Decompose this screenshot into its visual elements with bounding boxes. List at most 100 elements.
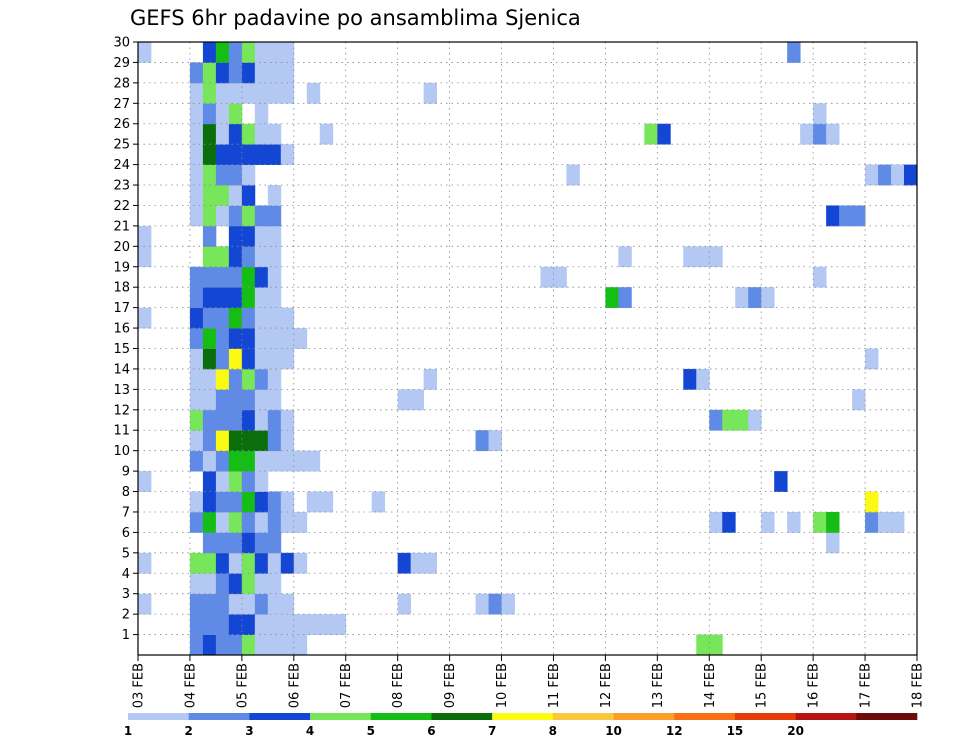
heatmap-cell-m19-s32: [553, 266, 567, 288]
heatmap-cell-m2-s6: [215, 614, 230, 635]
heatmap-cell-m5-s6: [215, 552, 230, 574]
heatmap-cell-m14-s22: [423, 368, 438, 390]
heatmap-cell-m18-s48: [761, 287, 775, 309]
heatmap-cell-m1-s43: [696, 634, 710, 656]
heatmap-cell-m24-s56: [865, 164, 879, 186]
heatmap-cell-m21-s9: [254, 225, 269, 247]
y-tick-label: 29: [113, 56, 130, 71]
heatmap-cell-m25-s11: [280, 144, 295, 165]
heatmap-cell-m6-s9: [254, 532, 269, 554]
y-tick-label: 24: [113, 158, 130, 173]
heatmap-cell-m14-s43: [696, 368, 710, 390]
heatmap-cell-m14-s7: [228, 368, 243, 390]
heatmap-cell-m19-s6: [215, 266, 230, 288]
heatmap-cell-m1-s8: [241, 634, 256, 656]
heatmap-cell-m2-s9: [254, 614, 269, 635]
heatmap-cell-m18-s46: [735, 287, 749, 309]
heatmap-cell-m2-s8: [241, 614, 256, 635]
heatmap-cell-m28-s11: [280, 82, 295, 104]
heatmap-cell-m20-s44: [709, 246, 723, 268]
heatmap-cell-m2-s13: [306, 614, 321, 635]
heatmap-cell-m22-s10: [267, 205, 282, 227]
heatmap-cell-m2-s12: [293, 614, 308, 635]
heatmap-cell-m25-s6: [215, 144, 230, 165]
heatmap-cell-m8-s14: [319, 491, 334, 513]
heatmap-cell-m8-s5: [202, 491, 217, 513]
heatmap-cell-m13-s9: [254, 389, 269, 411]
heatmap-cell-m13-s7: [228, 389, 243, 411]
heatmap-cell-m8-s4: [189, 491, 204, 513]
heatmap-cell-m18-s7: [228, 287, 243, 309]
heatmap-cell-m17-s11: [280, 307, 295, 329]
heatmap-cell-m28-s6: [215, 82, 230, 104]
heatmap-cell-m3-s0: [138, 593, 152, 615]
heatmap-cell-m15-s56: [865, 348, 879, 370]
x-tick-label: 03 FEB: [132, 663, 147, 708]
heatmap-cell-m7-s4: [189, 511, 204, 533]
heatmap-cell-m16-s10: [267, 328, 282, 349]
heatmap-cell-m18-s6: [215, 287, 230, 309]
heatmap-cell-m30-s50: [787, 42, 801, 63]
heatmap-cell-m22-s6: [215, 205, 230, 227]
heatmap-cell-m3-s27: [488, 593, 502, 615]
heatmap-cell-m11-s5: [202, 430, 217, 452]
heatmap-cell-m20-s8: [241, 246, 256, 268]
heatmap-cell-m28-s7: [228, 82, 243, 104]
heatmap-cell-m11-s7: [228, 430, 243, 452]
heatmap-cell-m3-s11: [280, 593, 295, 615]
heatmap-cell-m17-s6: [215, 307, 230, 329]
heatmap-cell-m21-s10: [267, 225, 282, 247]
heatmap-cell-m20-s0: [138, 246, 152, 268]
heatmap-cell-m1-s5: [202, 634, 217, 656]
heatmap-cell-m29-s7: [228, 62, 243, 84]
heatmap-cell-m13-s6: [215, 389, 230, 411]
heatmap-cell-m1-s7: [228, 634, 243, 656]
grid-lines: [138, 42, 917, 655]
heatmap-cell-m18-s5: [202, 287, 217, 309]
heatmap-cell-m16-s5: [202, 328, 217, 349]
heatmap-cell-m23-s4: [189, 185, 204, 206]
x-tick-label: 06 FEB: [287, 663, 302, 708]
legend-swatch: [613, 713, 675, 720]
heatmap-cell-m24-s8: [241, 164, 256, 186]
heatmap-cell-m13-s8: [241, 389, 256, 411]
heatmap-cell-m2-s15: [332, 614, 347, 635]
heatmap-cell-m30-s9: [254, 42, 269, 63]
heatmap-cell-m11-s9: [254, 430, 269, 452]
heatmap-cell-m12-s8: [241, 409, 256, 431]
heatmap-cell-m24-s5: [202, 164, 217, 186]
heatmap-cell-m3-s8: [241, 593, 256, 615]
heatmap-cell-m15-s11: [280, 348, 295, 370]
heatmap-cell-m15-s9: [254, 348, 269, 370]
heatmap-cell-m30-s7: [228, 42, 243, 63]
legend-label: 4: [306, 724, 314, 738]
legend-label: 5: [367, 724, 375, 738]
heatmap-cell-m29-s9: [254, 62, 269, 84]
heatmap-cell-m4-s4: [189, 573, 204, 595]
heatmap-cell-m24-s59: [904, 164, 918, 186]
heatmap-cell-m20-s10: [267, 246, 282, 268]
heatmap-cell-m27-s4: [189, 103, 204, 125]
heatmap-cell-m13-s55: [852, 389, 866, 411]
y-tick-label: 23: [113, 179, 130, 194]
heatmap-cell-m15-s4: [189, 348, 204, 370]
heatmap-cell-m17-s5: [202, 307, 217, 329]
heatmap-cell-m25-s8: [241, 144, 256, 165]
x-tick-label: 18 FEB: [911, 663, 926, 708]
heatmap-cell-m3-s28: [501, 593, 515, 615]
heatmap-cell-m12-s4: [189, 409, 204, 431]
y-tick-label: 20: [113, 240, 130, 255]
heatmap-cell-m21-s5: [202, 225, 217, 247]
x-tick-label: 05 FEB: [235, 663, 250, 708]
heatmap-cell-m18-s47: [748, 287, 762, 309]
legend-label: 20: [787, 724, 804, 738]
heatmap-cell-m24-s4: [189, 164, 204, 186]
heatmap-cell-m10-s5: [202, 450, 217, 472]
heatmap-cell-m23-s6: [215, 185, 230, 206]
heatmap-cell-m17-s4: [189, 307, 204, 329]
heatmap-cell-m16-s6: [215, 328, 230, 349]
heatmap-cell-m6-s10: [267, 532, 282, 554]
heatmap-cell-m22-s54: [839, 205, 853, 227]
heatmap-cell-m20-s6: [215, 246, 230, 268]
